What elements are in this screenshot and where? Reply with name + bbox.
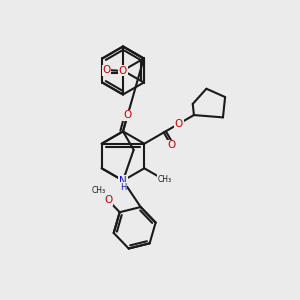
Text: O: O xyxy=(167,140,176,150)
Text: O: O xyxy=(175,119,183,129)
Text: CH₃: CH₃ xyxy=(92,186,106,195)
Text: H: H xyxy=(120,183,126,192)
Text: O: O xyxy=(123,110,131,121)
Text: CH₃: CH₃ xyxy=(158,175,172,184)
Text: O: O xyxy=(104,195,112,205)
Text: O: O xyxy=(102,65,111,76)
Text: O: O xyxy=(119,65,127,76)
Text: N: N xyxy=(119,176,127,186)
